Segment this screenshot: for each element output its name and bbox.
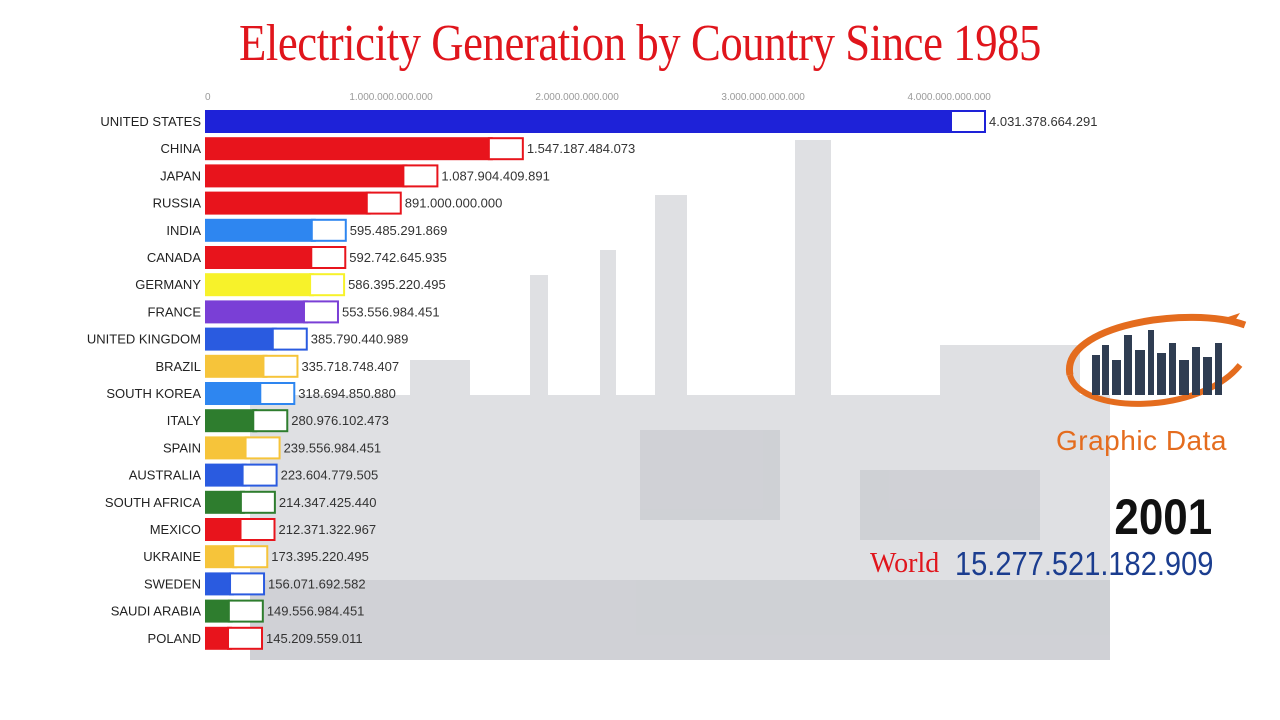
value-label: 4.031.378.664.291 — [989, 114, 1097, 129]
value-label: 156.071.692.582 — [268, 576, 366, 591]
value-label: 335.718.748.407 — [301, 359, 399, 374]
category-label: CHINA — [161, 141, 202, 156]
bar — [205, 273, 315, 297]
category-label: ITALY — [167, 413, 202, 428]
value-label: 553.556.984.451 — [342, 304, 440, 319]
bar — [205, 382, 265, 405]
world-label: World — [870, 548, 940, 579]
flag-russia-icon — [365, 191, 402, 215]
value-label: 385.790.440.989 — [311, 332, 409, 347]
value-label: 586.395.220.495 — [348, 277, 446, 292]
bar — [205, 490, 245, 514]
flag-saudi-arabia-icon — [227, 599, 264, 623]
flag-india-icon — [310, 218, 347, 242]
x-tick-label: 0 — [205, 92, 211, 103]
bar — [205, 572, 235, 596]
flag-south-korea-icon — [259, 382, 296, 405]
bar — [205, 246, 316, 269]
value-label: 318.694.850.880 — [298, 386, 396, 401]
bar — [205, 110, 955, 133]
category-label: SOUTH AFRICA — [105, 495, 201, 510]
value-label: 145.209.559.011 — [266, 631, 363, 646]
flag-italy-icon — [252, 409, 289, 433]
flag-poland-icon — [227, 626, 264, 650]
bar — [205, 300, 308, 324]
category-label: GERMANY — [135, 277, 201, 292]
category-label: UNITED KINGDOM — [87, 332, 201, 347]
value-label: 1.547.187.484.073 — [527, 141, 635, 156]
flag-australia-icon — [241, 463, 278, 487]
category-label: MEXICO — [150, 522, 201, 537]
value-label: 891.000.000.000 — [405, 196, 503, 211]
category-label: JAPAN — [160, 168, 201, 183]
value-label: 214.347.425.440 — [279, 495, 377, 510]
flag-china-icon — [487, 137, 524, 161]
category-label: SWEDEN — [144, 576, 201, 591]
bar — [205, 518, 245, 541]
flag-uk-icon — [271, 327, 308, 351]
bars-group: UNITED STATES 4.031.378.664.291 CHINA 1.547… — [87, 110, 1097, 650]
flag-south-africa-icon — [239, 490, 276, 514]
flag-mexico-icon — [239, 518, 276, 541]
graphic-data-logo — [1066, 313, 1247, 407]
bar — [205, 164, 408, 188]
value-label: 280.976.102.473 — [291, 413, 389, 428]
flag-sweden-icon — [229, 572, 266, 596]
x-tick-label: 2.000.000.000.000 — [535, 92, 619, 103]
category-label: UNITED STATES — [100, 114, 201, 129]
category-label: INDIA — [166, 223, 201, 238]
flag-france-icon — [302, 300, 339, 324]
bar — [205, 191, 371, 215]
x-axis-ticks: 0 1.000.000.000.000 2.000.000.000.000 3.000… — [205, 92, 991, 103]
flag-germany-icon — [309, 273, 346, 297]
bar — [205, 137, 493, 161]
category-label: BRAZIL — [155, 359, 201, 374]
value-label: 239.556.984.451 — [284, 440, 382, 455]
value-label: 212.371.322.967 — [279, 522, 377, 537]
chart-title: Electricity Generation by Country Since … — [238, 15, 1041, 72]
x-tick-label: 1.000.000.000.000 — [349, 92, 433, 103]
world-total-value: 15.277.521.182.909 — [955, 545, 1214, 582]
value-label: 595.485.291.869 — [350, 223, 448, 238]
year-counter: 2001 — [1114, 489, 1212, 545]
bar — [205, 409, 258, 433]
bar — [205, 599, 233, 623]
bar — [205, 626, 233, 650]
category-label: POLAND — [148, 631, 201, 646]
flag-spain-icon — [244, 436, 281, 460]
value-label: 223.604.779.505 — [281, 468, 379, 483]
x-tick-label: 3.000.000.000.000 — [721, 92, 805, 103]
bar — [205, 436, 250, 460]
value-label: 1.087.904.409.891 — [441, 168, 549, 183]
category-label: CANADA — [147, 250, 202, 265]
category-label: UKRAINE — [143, 549, 201, 564]
flag-ukraine-icon — [232, 545, 269, 569]
category-label: SOUTH KOREA — [106, 386, 201, 401]
bar — [205, 218, 316, 242]
value-label: 149.556.984.451 — [267, 604, 365, 619]
category-label: FRANCE — [148, 304, 202, 319]
category-label: SAUDI ARABIA — [111, 604, 202, 619]
flag-usa-icon — [950, 110, 986, 133]
bar — [205, 354, 268, 378]
brand-name: Graphic Data — [1056, 425, 1227, 456]
flag-brazil-icon — [262, 354, 299, 378]
bar — [205, 463, 247, 487]
category-label: AUSTRALIA — [129, 468, 202, 483]
bar — [205, 327, 277, 351]
flag-canada-icon — [310, 246, 347, 269]
x-tick-label: 4.000.000.000.000 — [907, 92, 991, 103]
category-label: SPAIN — [163, 440, 201, 455]
bar — [205, 545, 238, 569]
category-label: RUSSIA — [153, 196, 202, 211]
flag-japan-icon — [402, 164, 439, 188]
value-label: 173.395.220.495 — [271, 549, 369, 564]
value-label: 592.742.645.935 — [349, 250, 447, 265]
